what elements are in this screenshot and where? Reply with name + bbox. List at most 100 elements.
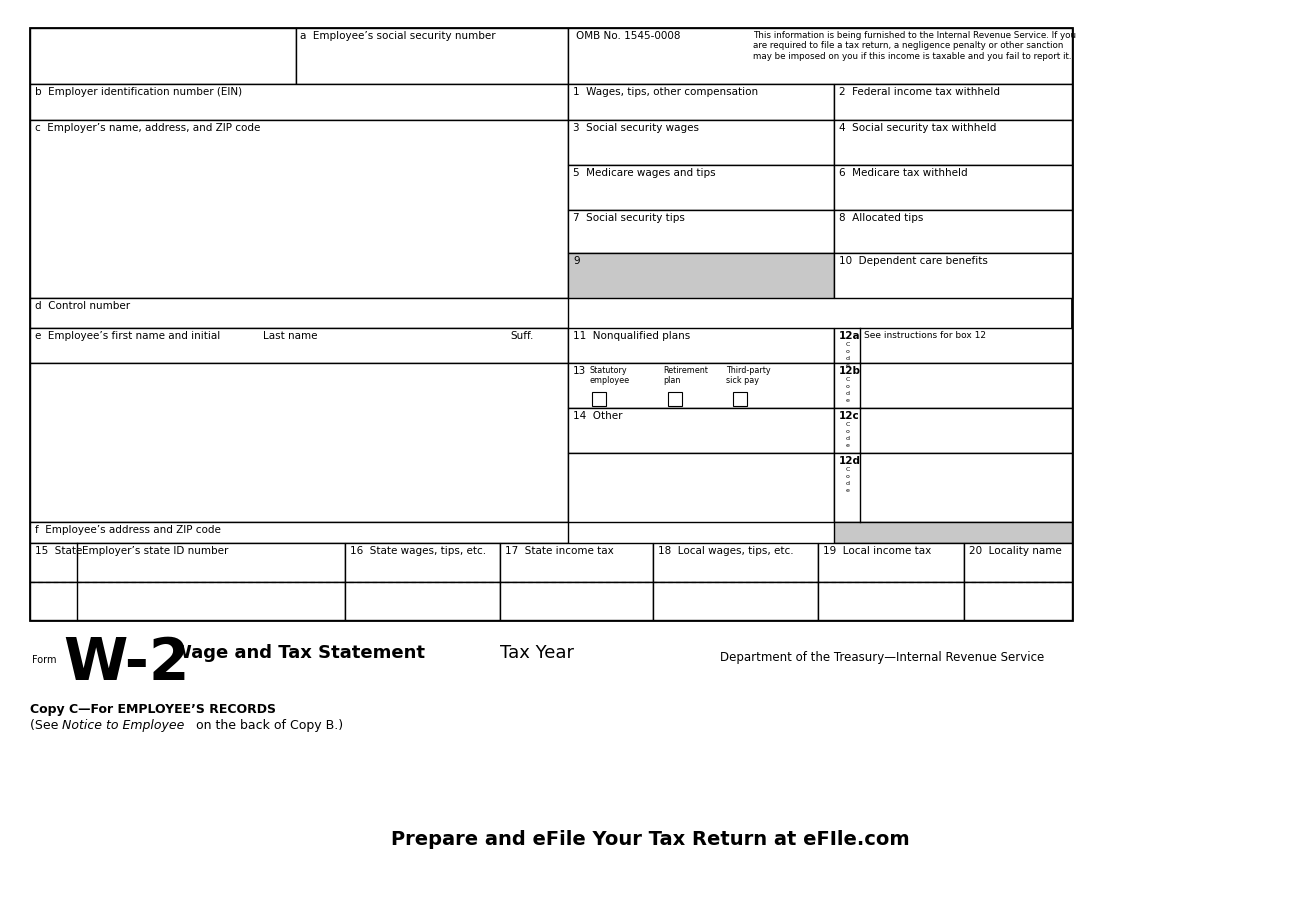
Text: d: d <box>846 436 850 441</box>
Bar <box>653 582 818 620</box>
Bar <box>344 582 500 620</box>
Text: o: o <box>846 474 850 479</box>
Text: a  Employee’s social security number: a Employee’s social security number <box>300 31 495 41</box>
Bar <box>30 84 568 120</box>
Text: Wage and Tax Statement: Wage and Tax Statement <box>172 644 425 662</box>
Text: o: o <box>846 349 850 354</box>
Bar <box>344 543 500 582</box>
Text: 20  Locality name: 20 Locality name <box>968 546 1062 556</box>
Bar <box>835 120 1072 165</box>
Bar <box>30 582 344 620</box>
Text: f  Employee’s address and ZIP code: f Employee’s address and ZIP code <box>35 525 221 535</box>
Text: W-2: W-2 <box>62 635 190 692</box>
Bar <box>568 165 835 210</box>
Bar <box>568 84 835 120</box>
Bar <box>835 328 1072 363</box>
Bar <box>818 582 965 620</box>
Bar <box>568 408 835 453</box>
Bar <box>568 363 835 408</box>
Text: Notice to Employee: Notice to Employee <box>62 719 185 732</box>
Text: 2  Federal income tax withheld: 2 Federal income tax withheld <box>838 87 1000 97</box>
Bar <box>818 543 965 582</box>
Bar <box>835 210 1072 253</box>
Text: 12a: 12a <box>838 331 861 341</box>
Text: C: C <box>846 422 850 427</box>
Text: Form: Form <box>32 655 56 665</box>
Bar <box>30 28 1072 620</box>
Text: Prepare and eFile Your Tax Return at eFIle.com: Prepare and eFile Your Tax Return at eFI… <box>391 830 909 849</box>
Bar <box>835 453 1072 522</box>
Bar <box>568 253 835 298</box>
Text: (See: (See <box>30 719 62 732</box>
Text: 9: 9 <box>573 256 580 266</box>
Text: 12d: 12d <box>838 456 861 466</box>
Bar <box>592 392 606 406</box>
Bar <box>835 363 1072 408</box>
Bar <box>568 453 835 522</box>
Text: Suff.: Suff. <box>510 331 533 341</box>
Text: 8  Allocated tips: 8 Allocated tips <box>838 213 923 223</box>
Text: e: e <box>846 363 850 368</box>
Text: d: d <box>846 391 850 396</box>
Text: 3  Social security wages: 3 Social security wages <box>573 123 699 133</box>
Bar <box>30 522 568 543</box>
Bar <box>835 165 1072 210</box>
Bar <box>500 543 653 582</box>
Text: 17  State income tax: 17 State income tax <box>504 546 614 556</box>
Bar <box>30 328 568 363</box>
Text: e: e <box>846 488 850 493</box>
Text: See instructions for box 12: See instructions for box 12 <box>864 331 985 340</box>
Bar <box>30 543 344 582</box>
Text: Tax Year: Tax Year <box>500 644 575 662</box>
Text: c  Employer’s name, address, and ZIP code: c Employer’s name, address, and ZIP code <box>35 123 260 133</box>
Text: 13: 13 <box>573 366 586 376</box>
Text: Statutory
employee: Statutory employee <box>590 366 630 386</box>
Text: e  Employee’s first name and initial: e Employee’s first name and initial <box>35 331 220 341</box>
Bar <box>568 328 835 363</box>
Bar <box>835 408 1072 453</box>
Text: e: e <box>846 398 850 403</box>
Bar <box>500 582 653 620</box>
Text: 18  Local wages, tips, etc.: 18 Local wages, tips, etc. <box>658 546 793 556</box>
Text: o: o <box>846 429 850 434</box>
Bar <box>30 298 568 328</box>
Text: 15  State: 15 State <box>35 546 82 556</box>
Bar <box>296 28 568 84</box>
Text: 19  Local income tax: 19 Local income tax <box>823 546 931 556</box>
Bar <box>835 84 1072 120</box>
Text: b  Employer identification number (EIN): b Employer identification number (EIN) <box>35 87 242 97</box>
Text: This information is being furnished to the Internal Revenue Service. If you
are : This information is being furnished to t… <box>753 31 1076 61</box>
Text: 10  Dependent care benefits: 10 Dependent care benefits <box>838 256 988 266</box>
Bar <box>568 28 1072 84</box>
Text: OMB No. 1545-0008: OMB No. 1545-0008 <box>576 31 680 41</box>
Text: 14  Other: 14 Other <box>573 411 623 421</box>
Bar <box>653 543 818 582</box>
Text: 11  Nonqualified plans: 11 Nonqualified plans <box>573 331 690 341</box>
Bar <box>965 543 1072 582</box>
Bar <box>568 210 835 253</box>
Text: 4  Social security tax withheld: 4 Social security tax withheld <box>838 123 996 133</box>
Text: 12c: 12c <box>838 411 859 421</box>
Bar <box>30 28 296 84</box>
Text: Retirement
plan: Retirement plan <box>663 366 708 386</box>
Text: d  Control number: d Control number <box>35 301 130 311</box>
Text: e: e <box>846 443 850 448</box>
Text: C: C <box>846 342 850 347</box>
Bar <box>965 582 1072 620</box>
Text: Employer’s state ID number: Employer’s state ID number <box>82 546 229 556</box>
Text: 5  Medicare wages and tips: 5 Medicare wages and tips <box>573 168 715 178</box>
Text: o: o <box>846 384 850 389</box>
Text: C: C <box>846 377 850 382</box>
Text: d: d <box>846 481 850 486</box>
Text: 1  Wages, tips, other compensation: 1 Wages, tips, other compensation <box>573 87 758 97</box>
Text: d: d <box>846 356 850 361</box>
Bar <box>668 392 683 406</box>
Text: 7  Social security tips: 7 Social security tips <box>573 213 685 223</box>
Bar <box>835 253 1072 298</box>
Bar <box>30 363 568 522</box>
Text: Department of the Treasury—Internal Revenue Service: Department of the Treasury—Internal Reve… <box>720 651 1044 664</box>
Bar <box>733 392 748 406</box>
Text: 6  Medicare tax withheld: 6 Medicare tax withheld <box>838 168 967 178</box>
Bar <box>835 522 1072 543</box>
Text: 16  State wages, tips, etc.: 16 State wages, tips, etc. <box>350 546 486 556</box>
